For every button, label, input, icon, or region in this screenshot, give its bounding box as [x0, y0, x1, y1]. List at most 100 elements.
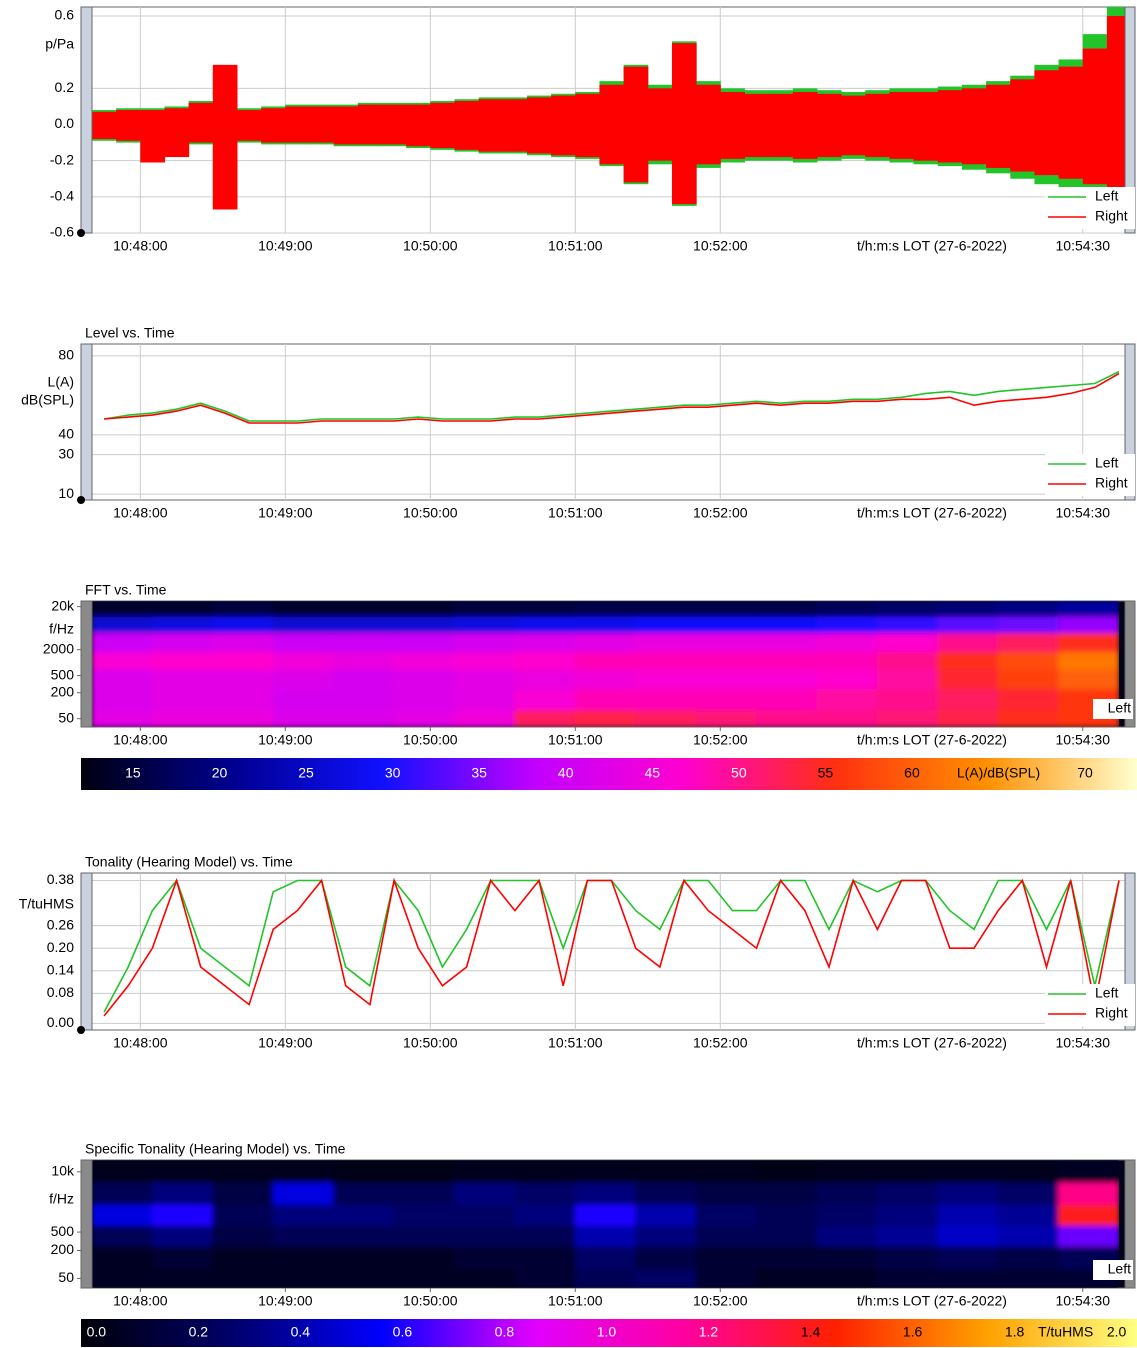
x-tick-label: 10:51:00: [548, 238, 603, 254]
colorbar-label: L(A)/dB(SPL): [957, 765, 1040, 781]
heatmap-cell: [454, 616, 515, 633]
y-tick-label: 0.26: [47, 916, 74, 932]
heatmap-cell: [998, 601, 1059, 617]
scroll-strip: [81, 601, 92, 727]
y-tick-label: 30: [58, 445, 74, 461]
x-axis-label: t/h:m:s LOT (27-6-2022): [857, 1293, 1007, 1309]
y-tick-label: 80: [58, 347, 74, 363]
heatmap-cell: [514, 1204, 575, 1226]
channel-label: Left: [1108, 1261, 1131, 1277]
x-tick-label: 10:52:00: [693, 1293, 748, 1309]
heatmap-cell: [273, 1246, 334, 1270]
y-tick-label: 0.2: [55, 79, 75, 95]
heatmap-cell: [1058, 1225, 1119, 1247]
colorbar-tick-label: 1.0: [597, 1324, 617, 1340]
x-tick-label: 10:48:00: [113, 238, 168, 254]
heatmap-cell: [696, 1225, 757, 1247]
x-axis-label: t/h:m:s LOT (27-6-2022): [857, 1035, 1007, 1051]
heatmap-cell: [877, 1246, 938, 1270]
heatmap-cell: [92, 601, 153, 617]
heatmap-cell: [454, 688, 515, 710]
y-tick-label: -0.2: [50, 151, 74, 167]
heatmap-cell: [816, 1225, 877, 1247]
waveform-segment: [1034, 70, 1059, 175]
waveform-segment: [575, 94, 600, 157]
heatmap-cells: [92, 601, 1120, 728]
heatmap-cell: [273, 1268, 334, 1288]
plot-area: [81, 344, 1135, 500]
x-tick-label: 10:49:00: [258, 1293, 313, 1309]
heatmap-cell: [514, 688, 575, 710]
heatmap-cell: [575, 632, 636, 652]
heatmap-cell: [454, 1182, 515, 1205]
colorbar-tick-label: 45: [644, 765, 660, 781]
x-tick-label: 10:51:00: [548, 732, 603, 748]
heatmap-cell: [273, 709, 334, 727]
legend-label: Left: [1095, 985, 1118, 1001]
legend-label: Left: [1095, 455, 1118, 471]
heatmap-cell: [575, 1246, 636, 1270]
x-tick-label: 10:48:00: [113, 505, 168, 521]
heatmap-cell: [394, 1182, 455, 1205]
heatmap-cell: [394, 1268, 455, 1288]
colorbar-tick-label: 35: [471, 765, 487, 781]
y-tick-label: -0.4: [50, 188, 74, 204]
y-tick-label: 500: [51, 1223, 75, 1239]
heatmap-cell: [937, 601, 998, 617]
waveform-segment: [696, 85, 721, 165]
heatmap-cell: [756, 616, 817, 633]
heatmap-cell: [937, 669, 998, 689]
heatmap-cell: [998, 669, 1059, 689]
x-tick-label: 10:49:00: [258, 238, 313, 254]
waveform-segment: [793, 92, 818, 159]
x-tick-label: 10:54:30: [1056, 505, 1111, 521]
x-tick-label: 10:52:00: [693, 732, 748, 748]
heatmap-cell: [454, 709, 515, 727]
x-tick-label: 10:49:00: [258, 1035, 313, 1051]
x-tick-label: 10:49:00: [258, 505, 313, 521]
heatmap-cell: [1058, 651, 1119, 670]
heatmap-cell: [152, 651, 213, 670]
x-axis-label: t/h:m:s LOT (27-6-2022): [857, 238, 1007, 254]
heatmap-cell: [333, 1246, 394, 1270]
heatmap-cell: [212, 669, 273, 689]
chart-title: Level vs. Time: [85, 325, 175, 341]
x-tick-label: 10:51:00: [548, 505, 603, 521]
heatmap: [92, 601, 1120, 728]
heatmap-cell: [454, 1268, 515, 1288]
heatmap-cell: [696, 1268, 757, 1288]
heatmap-cell: [635, 1268, 696, 1288]
waveform-segment: [720, 92, 745, 159]
heatmap-cell: [756, 1246, 817, 1270]
x-tick-label: 10:52:00: [693, 505, 748, 521]
heatmap-cell: [212, 1160, 273, 1183]
heatmap-cells: [92, 1160, 1120, 1289]
heatmap-cell: [333, 1182, 394, 1205]
heatmap-cell: [1058, 616, 1119, 633]
heatmap-cell: [937, 1225, 998, 1247]
colorbar-tick-label: 1.8: [1005, 1324, 1025, 1340]
heatmap-cell: [212, 1182, 273, 1205]
heatmap-cell: [937, 632, 998, 652]
chart-title: Specific Tonality (Hearing Model) vs. Ti…: [85, 1141, 346, 1157]
x-tick-label: 10:48:00: [113, 732, 168, 748]
heatmap-cell: [575, 1182, 636, 1205]
heatmap-cell: [696, 616, 757, 633]
heatmap-cell: [333, 688, 394, 710]
heatmap-cell: [92, 669, 153, 689]
y-tick-label: 200: [51, 1241, 75, 1257]
heatmap-cell: [333, 616, 394, 633]
heatmap-cell: [816, 651, 877, 670]
x-tick-label: 10:50:00: [403, 505, 458, 521]
heatmap-cell: [635, 688, 696, 710]
y-tick-label: 10k: [51, 1163, 75, 1179]
heatmap-cell: [454, 651, 515, 670]
heatmap-cell: [394, 1160, 455, 1183]
heatmap-cell: [575, 1204, 636, 1226]
legend-label: Right: [1095, 208, 1128, 224]
legend-label: Left: [1095, 188, 1118, 204]
waveform-segment: [769, 94, 794, 157]
heatmap-cell: [514, 669, 575, 689]
heatmap-cell: [333, 651, 394, 670]
heatmap-cell: [816, 1204, 877, 1226]
